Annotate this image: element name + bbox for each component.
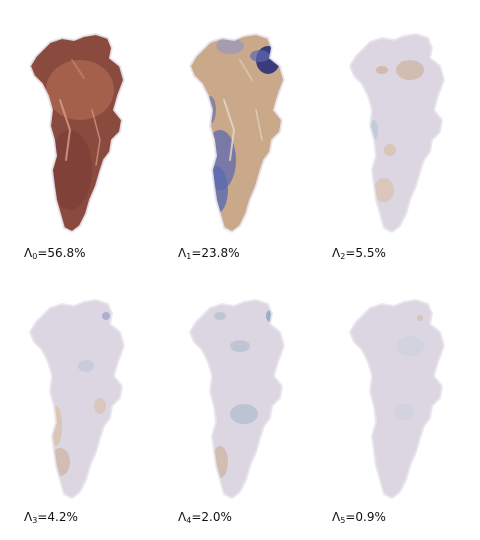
anomaly-patch: [376, 66, 388, 74]
glacier-streak: [239, 59, 253, 81]
anomaly-patch: [204, 166, 228, 214]
mode-symbol-0: Λ: [24, 246, 33, 260]
greenland-shape-group: [348, 32, 446, 234]
greenland-map-4: [188, 298, 286, 500]
mode-symbol-3: Λ: [24, 510, 33, 524]
mode-symbol-4: Λ: [178, 510, 187, 524]
mode-panel-4: Λ4=2.0%: [160, 270, 320, 540]
mode-index-3: 3: [32, 516, 38, 525]
mode-panel-3: Λ3=4.2%: [0, 270, 160, 540]
greenland-outline: [350, 34, 444, 232]
greenland-shape-group: [188, 32, 286, 234]
mode-index-4: 4: [186, 516, 192, 525]
anomaly-patch: [94, 398, 106, 414]
mode-value-5: =0.9%: [345, 510, 386, 524]
mode-value-4: =2.0%: [191, 510, 232, 524]
anomaly-patch: [230, 340, 250, 352]
greenland-map-1: [188, 32, 286, 234]
anomaly-patch: [250, 50, 270, 62]
anomaly-patch: [50, 448, 70, 476]
coastline-edge: [348, 298, 446, 500]
anomaly-patch: [46, 60, 114, 120]
greenland-shape-group: [188, 298, 286, 500]
mode-caption-2: Λ2=5.5%: [332, 246, 386, 264]
glacier-streak: [91, 109, 101, 166]
anomaly-patch: [230, 404, 258, 424]
anomaly-patch: [396, 336, 424, 356]
mode-index-2: 2: [340, 252, 346, 261]
greenland-outline: [190, 300, 284, 498]
glacier-streak: [255, 109, 263, 141]
greenland-shape-group: [348, 298, 446, 500]
coastline-edge: [188, 32, 286, 234]
mode-value-0: =56.8%: [37, 246, 86, 260]
mode-caption-1: Λ1=23.8%: [178, 246, 240, 264]
coastline-edge: [188, 298, 286, 500]
greenland-outline: [30, 300, 124, 498]
greenland-map-5: [348, 298, 446, 500]
anomaly-patch: [214, 312, 226, 320]
anomaly-patch: [417, 315, 423, 321]
anomaly-patch: [384, 144, 396, 156]
mode-value-1: =23.8%: [191, 246, 240, 260]
mode-panel-0: Λ0=56.8%: [0, 0, 160, 270]
greenland-shape-group: [28, 32, 126, 234]
anomaly-patch: [102, 312, 110, 320]
anomaly-patch: [374, 178, 394, 202]
greenland-shape-group: [28, 298, 126, 500]
mode-caption-5: Λ5=0.9%: [332, 510, 386, 528]
mode-value-2: =5.5%: [345, 246, 386, 260]
mode-index-0: 0: [32, 252, 38, 261]
greenland-outline: [350, 300, 444, 498]
coastline-edge: [348, 32, 446, 234]
mode-panel-5: Λ5=0.9%: [320, 270, 480, 540]
mode-index-1: 1: [186, 252, 192, 261]
anomaly-patch: [394, 404, 414, 420]
coastline-edge: [28, 298, 126, 500]
mode-symbol-2: Λ: [332, 246, 341, 260]
mode-value-3: =4.2%: [37, 510, 78, 524]
glacier-streak: [223, 99, 236, 161]
glacier-streak: [71, 59, 85, 79]
greenland-outline: [190, 34, 284, 232]
mode-caption-0: Λ0=56.8%: [24, 246, 86, 264]
greenland-map-3: [28, 298, 126, 500]
coastline-edge: [28, 32, 126, 234]
glacier-streak: [59, 99, 72, 161]
mode-index-5: 5: [340, 516, 346, 525]
anomaly-patch: [216, 38, 244, 54]
greenland-map-0: [28, 32, 126, 234]
mode-symbol-1: Λ: [178, 246, 187, 260]
anomaly-patch: [48, 130, 92, 210]
anomaly-patch: [78, 360, 94, 372]
mode-panel-1: Λ1=23.8%: [160, 0, 320, 270]
greenland-map-2: [348, 32, 446, 234]
anomaly-patch: [396, 60, 424, 80]
mode-symbol-5: Λ: [332, 510, 341, 524]
mode-panel-2: Λ2=5.5%: [320, 0, 480, 270]
mode-caption-4: Λ4=2.0%: [178, 510, 232, 528]
mode-caption-3: Λ3=4.2%: [24, 510, 78, 528]
